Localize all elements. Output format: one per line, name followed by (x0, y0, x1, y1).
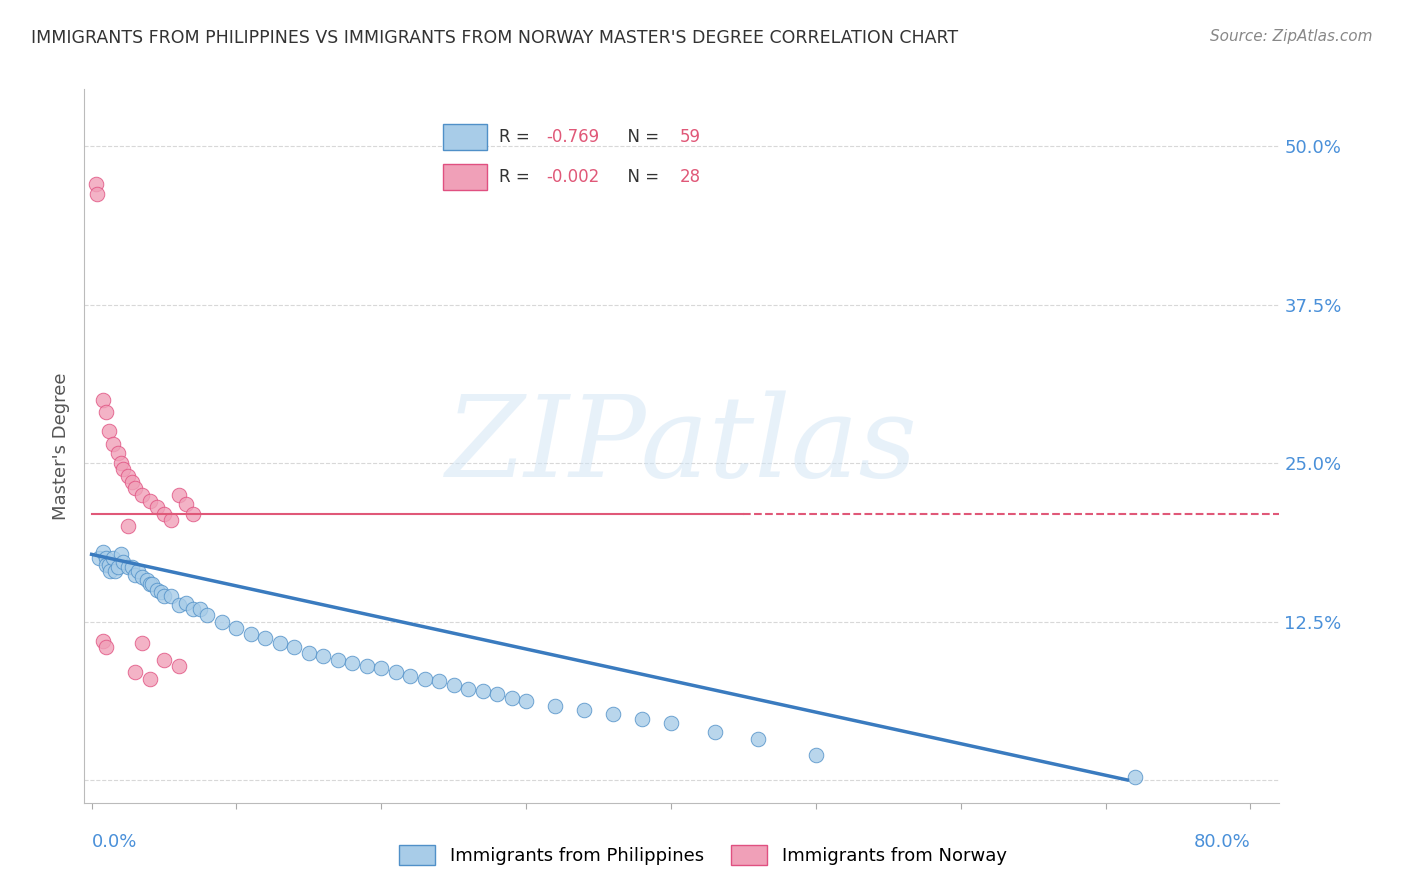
Point (703, 724, 725, 739)
Point (84, 178, 107, 192)
Point (659, 715, 682, 730)
Point (427, 674, 450, 689)
Point (153, 652, 176, 666)
Point (160, 513, 183, 527)
Point (457, 681, 479, 696)
Point (160, 589, 183, 603)
Point (153, 589, 176, 603)
Point (150, 585, 173, 599)
Point (86, 187, 108, 202)
Legend: Immigrants from Philippines, Immigrants from Norway: Immigrants from Philippines, Immigrants … (392, 838, 1014, 872)
Point (103, 551, 125, 566)
Point (124, 665, 146, 680)
Point (225, 621, 247, 635)
Point (124, 567, 146, 582)
Point (98, 425, 121, 439)
Point (117, 560, 139, 574)
Point (174, 497, 197, 511)
Point (124, 482, 146, 496)
Point (138, 494, 160, 508)
Point (471, 684, 494, 698)
Point (94, 405, 117, 419)
Point (501, 690, 523, 705)
Point (631, 712, 654, 726)
Point (370, 661, 392, 675)
Point (127, 564, 149, 578)
Point (103, 437, 125, 451)
Point (131, 488, 153, 502)
Point (804, 747, 827, 762)
Point (188, 602, 211, 616)
Text: ZIPatlas: ZIPatlas (446, 391, 918, 501)
Point (146, 500, 169, 515)
Point (211, 615, 233, 629)
Point (239, 627, 262, 641)
Point (486, 687, 509, 701)
Point (181, 602, 204, 616)
Point (112, 462, 135, 476)
Point (98, 558, 121, 572)
Point (167, 488, 190, 502)
Point (107, 560, 129, 574)
Point (356, 659, 378, 673)
Point (602, 707, 624, 722)
Point (138, 672, 160, 686)
Point (747, 732, 769, 747)
Point (1123, 771, 1146, 785)
Point (110, 547, 132, 561)
Point (91, 545, 114, 559)
Point (121, 475, 143, 489)
Point (117, 468, 139, 483)
Point (131, 636, 153, 650)
Point (104, 564, 127, 578)
Point (326, 652, 349, 666)
Text: Source: ZipAtlas.com: Source: ZipAtlas.com (1209, 29, 1372, 44)
Point (107, 446, 129, 460)
Point (413, 672, 436, 686)
Point (399, 669, 422, 683)
Text: 80.0%: 80.0% (1194, 833, 1250, 851)
Point (515, 694, 537, 708)
Text: 0.0%: 0.0% (91, 833, 136, 851)
Point (94, 551, 117, 566)
Point (443, 678, 465, 692)
Y-axis label: Master's Degree: Master's Degree (52, 372, 70, 520)
Point (283, 640, 305, 654)
Point (117, 519, 139, 533)
Point (254, 631, 277, 645)
Point (269, 636, 291, 650)
Point (91, 633, 114, 648)
Point (112, 555, 135, 569)
Point (298, 646, 321, 660)
Point (135, 573, 157, 587)
Point (94, 558, 117, 572)
Point (544, 699, 567, 714)
Point (141, 576, 163, 591)
Point (181, 507, 204, 521)
Point (110, 456, 132, 470)
Point (121, 560, 143, 574)
Point (385, 665, 408, 680)
Point (100, 564, 122, 578)
Point (87, 551, 110, 566)
Point (131, 570, 153, 584)
Point (138, 576, 160, 591)
Point (153, 507, 176, 521)
Point (94, 640, 117, 654)
Point (146, 582, 169, 597)
Point (91, 392, 114, 407)
Point (572, 703, 595, 717)
Point (167, 659, 190, 673)
Point (342, 657, 364, 671)
Point (167, 598, 190, 612)
Point (197, 608, 219, 623)
Text: IMMIGRANTS FROM PHILIPPINES VS IMMIGRANTS FROM NORWAY MASTER'S DEGREE CORRELATIO: IMMIGRANTS FROM PHILIPPINES VS IMMIGRANT… (31, 29, 957, 46)
Point (312, 648, 335, 663)
Point (174, 595, 197, 609)
